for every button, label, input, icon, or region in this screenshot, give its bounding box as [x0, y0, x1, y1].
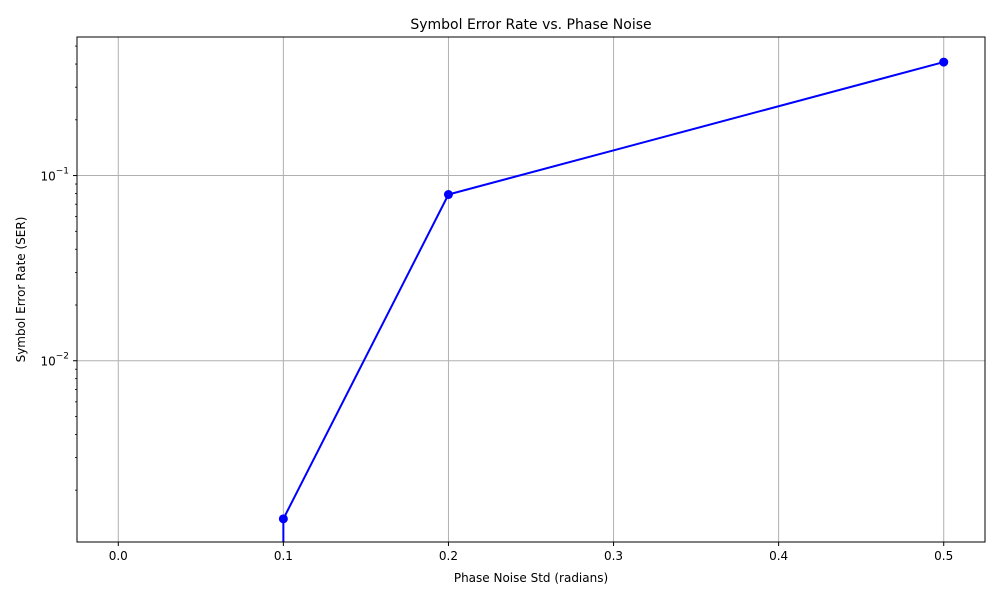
axes-frame: [76, 36, 986, 543]
data-point: [443, 190, 453, 200]
y-tick-exponent: −2: [56, 352, 69, 362]
data-point: [278, 514, 288, 524]
x-tick-label: 0.1: [274, 549, 293, 563]
x-axis-label: Phase Noise Std (radians): [454, 571, 608, 585]
y-tick-label: 10−1: [40, 167, 69, 184]
x-tick-label: 0.0: [109, 549, 128, 563]
y-axis-label: Symbol Error Rate (SER): [14, 217, 28, 363]
series-line-group: [282, 61, 944, 542]
series-layer: [278, 57, 949, 542]
data-point: [939, 57, 949, 67]
series-segment: [448, 61, 944, 196]
y-tick-base: 10: [40, 170, 55, 184]
grid-lines: [77, 37, 985, 542]
y-axis-ticks: 10−210−1: [40, 45, 77, 491]
y-tick-label: 10−2: [40, 352, 69, 369]
x-tick-label: 0.2: [439, 549, 458, 563]
x-tick-label: 0.5: [934, 549, 953, 563]
x-tick-label: 0.3: [604, 549, 623, 563]
y-tick-exponent: −1: [56, 167, 69, 177]
x-tick-label: 0.4: [769, 549, 788, 563]
x-axis-ticks: 0.0 0.1 0.2 0.3 0.4 0.5: [109, 542, 953, 563]
chart-title: Symbol Error Rate vs. Phase Noise: [410, 17, 651, 33]
series-segment: [282, 194, 450, 520]
y-tick-base: 10: [40, 355, 55, 369]
